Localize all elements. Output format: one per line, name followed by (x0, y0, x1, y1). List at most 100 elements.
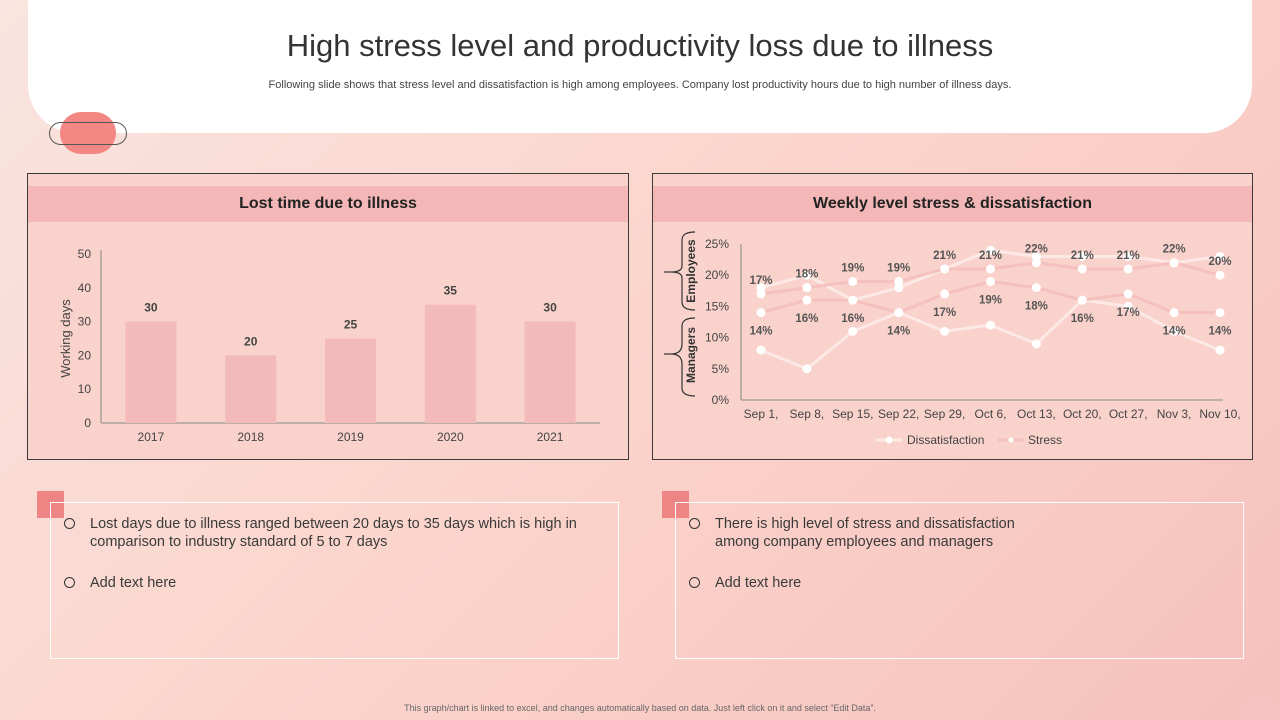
legend-stress-marker (1008, 437, 1014, 443)
bullet-text: Lost days due to illness ranged between … (90, 516, 577, 550)
data-point (848, 276, 858, 286)
y-tick-label: 10 (78, 382, 92, 396)
data-point (1215, 345, 1225, 355)
data-point (848, 295, 858, 305)
bar (225, 355, 277, 423)
x-tick-label: 2020 (437, 430, 464, 444)
bar-value-label: 25 (344, 318, 358, 332)
data-point (756, 283, 766, 293)
bullet-circle-icon (689, 518, 700, 529)
y-tick-label: 50 (78, 247, 92, 261)
data-point (848, 326, 858, 336)
text-box-right: There is high level of stress and dissat… (675, 502, 1244, 659)
data-label: 14% (887, 326, 910, 338)
data-point (756, 308, 766, 318)
bar-value-label: 30 (144, 301, 158, 315)
data-point (802, 295, 812, 305)
x-tick-label: Sep 8, (790, 407, 825, 421)
bar-value-label: 30 (543, 301, 557, 315)
x-tick-label: Sep 22, (878, 407, 919, 421)
bullet-item: Lost days due to illness ranged between … (64, 515, 595, 551)
data-point (1123, 301, 1133, 311)
stress-panel: Weekly level stress & dissatisfaction 0%… (652, 173, 1253, 460)
bullet-text: Add text here (90, 575, 177, 591)
data-point (1169, 258, 1179, 268)
data-point (802, 283, 812, 293)
data-label: 21% (979, 250, 1002, 262)
x-tick-label: Nov 3, (1157, 407, 1192, 421)
data-point (986, 264, 995, 274)
data-point (1215, 251, 1225, 261)
x-tick-label: Sep 1, (744, 407, 779, 421)
x-tick-label: Oct 27, (1109, 407, 1148, 421)
x-tick-label: 2018 (237, 430, 264, 444)
bar (424, 304, 476, 423)
data-point (1031, 258, 1041, 268)
data-point (894, 308, 904, 318)
bullet-circle-icon (689, 577, 700, 588)
data-point (1169, 326, 1179, 336)
decorative-corner-circle (1240, 695, 1280, 720)
footer-note: This graph/chart is linked to excel, and… (404, 703, 876, 713)
employees-group-label: Employees (684, 239, 698, 303)
x-tick-label: 2017 (138, 430, 165, 444)
data-point (756, 289, 766, 299)
data-point (986, 245, 995, 255)
page-subtitle: Following slide shows that stress level … (268, 79, 1012, 91)
bar (524, 321, 576, 423)
data-label: 22% (1025, 244, 1048, 256)
bullet-text: There is high level of stress and dissat… (715, 516, 1015, 550)
x-tick-label: Sep 29, (924, 407, 965, 421)
legend-dissatisfaction-label: Dissatisfaction (907, 433, 984, 447)
data-point (940, 289, 950, 299)
data-point (802, 270, 812, 280)
x-tick-label: Oct 13, (1017, 407, 1056, 421)
bar (125, 321, 177, 423)
data-point (1215, 270, 1225, 280)
data-point (1215, 308, 1225, 318)
x-tick-label: Oct 6, (974, 407, 1006, 421)
data-point (1077, 251, 1087, 261)
data-point (1077, 295, 1087, 305)
data-point (1031, 251, 1041, 261)
y-tick-label: 20 (78, 348, 92, 362)
y-tick-label: 0% (712, 393, 730, 407)
data-label: 22% (1163, 244, 1186, 256)
data-label: 19% (979, 294, 1002, 306)
x-tick-label: Nov 10, (1199, 407, 1240, 421)
data-point (756, 345, 766, 355)
data-label: 16% (841, 313, 864, 325)
bullet-item: Add text here (689, 574, 1038, 592)
y-tick-label: 40 (78, 281, 92, 295)
data-point (986, 320, 995, 330)
data-point (986, 276, 995, 286)
data-point (1123, 264, 1133, 274)
stress-panel-title: Weekly level stress & dissatisfaction (653, 186, 1252, 222)
y-tick-label: 10% (705, 331, 729, 345)
y-tick-label: 0 (84, 416, 91, 430)
page-title: High stress level and productivity loss … (286, 28, 994, 63)
data-point (940, 264, 950, 274)
bar-value-label: 20 (244, 334, 258, 348)
data-point (1123, 289, 1133, 299)
x-tick-label: Sep 15, (832, 407, 873, 421)
data-label: 17% (749, 275, 772, 287)
data-label: 21% (1117, 250, 1140, 262)
legend-dissatisfaction-marker (885, 436, 893, 444)
data-point (802, 364, 812, 374)
text-box-left: Lost days due to illness ranged between … (50, 502, 619, 659)
data-label: 16% (795, 313, 818, 325)
lost-time-bar-chart: 0 10 20 30 40 50 30 2017 20 2018 25 2019 35 2020 30 202… (58, 247, 600, 444)
bar-value-label: 35 (444, 284, 458, 298)
data-point (894, 283, 904, 293)
y-tick-label: 15% (705, 299, 729, 313)
bullet-item: There is high level of stress and dissat… (689, 515, 1038, 551)
y-axis-label: Working days (58, 299, 73, 378)
decorative-ring (49, 122, 127, 145)
data-point (1031, 339, 1041, 349)
series-line (760, 298, 1221, 371)
data-label: 17% (1117, 307, 1140, 319)
data-label: 20% (1208, 256, 1231, 268)
x-tick-label: 2019 (337, 430, 364, 444)
data-label: 14% (749, 326, 772, 338)
